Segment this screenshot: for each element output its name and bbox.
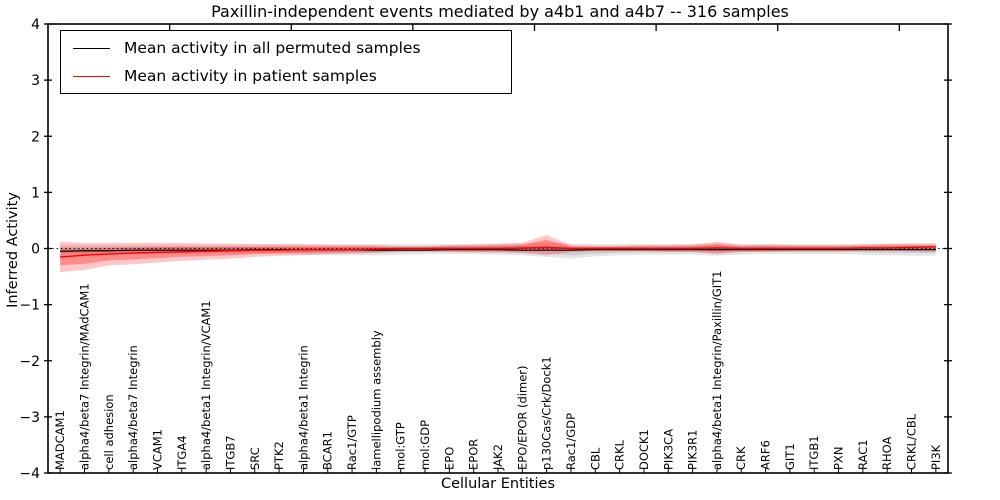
x-tick-label: CRKL bbox=[613, 439, 627, 470]
patient-samples-range-band-outer bbox=[60, 235, 936, 273]
legend-label-patient: Mean activity in patient samples bbox=[124, 67, 377, 85]
y-axis-label: Inferred Activity bbox=[5, 192, 21, 308]
y-tick-label: 1 bbox=[31, 185, 40, 201]
legend-entry-patient: Mean activity in patient samples bbox=[73, 62, 511, 90]
x-tick-label: BCAR1 bbox=[321, 431, 335, 470]
x-tick-label: MADCAM1 bbox=[53, 410, 67, 470]
y-tick-label: −2 bbox=[19, 354, 40, 370]
x-tick-label: EPO/EPOR (dimer) bbox=[515, 366, 529, 471]
x-tick-label: Rac1/GDP bbox=[564, 413, 578, 470]
x-tick-label: mol:GDP bbox=[418, 420, 432, 470]
x-tick-label: alpha4/beta7 Integrin bbox=[126, 345, 140, 470]
x-tick-label: ARF6 bbox=[759, 440, 773, 470]
chart-title: Paxillin-independent events mediated by … bbox=[211, 2, 789, 21]
x-tick-label: DOCK1 bbox=[637, 429, 651, 470]
patient-line-sample-icon bbox=[73, 75, 110, 77]
x-tick-label: JAK2 bbox=[491, 444, 505, 471]
x-tick-label: p130Cas/Crk/Dock1 bbox=[540, 356, 554, 470]
x-tick-label: PTK2 bbox=[272, 441, 286, 470]
patient-mean-line bbox=[60, 246, 936, 258]
x-tick-label: PI3K bbox=[929, 444, 943, 470]
x-tick-label: VCAM1 bbox=[150, 429, 164, 470]
x-tick-label: alpha4/beta1 Integrin/Paxillin/GIT1 bbox=[710, 271, 724, 470]
x-tick-label: lamellipodium assembly bbox=[369, 330, 383, 470]
x-tick-label: GIT1 bbox=[783, 443, 797, 470]
x-tick-label: SRC bbox=[248, 447, 262, 470]
x-axis-label: Cellular Entities bbox=[440, 476, 556, 492]
x-tick-label: EPOR bbox=[467, 439, 481, 470]
y-tick-label: −3 bbox=[19, 410, 40, 426]
x-tick-label: ITGB7 bbox=[223, 435, 237, 470]
x-tick-label: alpha4/beta1 Integrin bbox=[296, 345, 310, 470]
x-tick-label: alpha4/beta1 Integrin/VCAM1 bbox=[199, 300, 213, 470]
x-tick-label: mol:GTP bbox=[394, 422, 408, 470]
y-tick-label: 2 bbox=[31, 129, 40, 145]
x-tick-label: RHOA bbox=[880, 437, 894, 470]
x-tick-label: PIK3R1 bbox=[686, 430, 700, 471]
legend-entry-permuted: Mean activity in all permuted samples bbox=[73, 34, 511, 62]
y-tick-label: −4 bbox=[19, 466, 40, 482]
y-tick-label: 0 bbox=[31, 242, 40, 258]
permuted-line-sample-icon bbox=[73, 47, 110, 49]
legend-label-permuted: Mean activity in all permuted samples bbox=[124, 39, 421, 57]
x-tick-label: Rac1/GTP bbox=[345, 415, 359, 470]
x-tick-label: EPO bbox=[442, 447, 456, 470]
legend-box: Mean activity in all permuted samples Me… bbox=[60, 30, 512, 94]
y-tick-label: 4 bbox=[31, 17, 40, 33]
permuted-samples-range-band-outer bbox=[60, 242, 936, 259]
x-tick-label: PIK3CA bbox=[661, 429, 675, 470]
x-tick-label: ITGB1 bbox=[807, 435, 821, 470]
x-tick-label: PXN bbox=[832, 447, 846, 470]
y-tick-label: −1 bbox=[19, 298, 40, 314]
patient-samples-range-band-inner bbox=[60, 239, 936, 266]
x-tick-label: RAC1 bbox=[856, 439, 870, 470]
x-tick-label: cell adhesion bbox=[102, 394, 116, 470]
x-tick-label: CRKL/CBL bbox=[905, 413, 919, 470]
x-tick-label: ITGA4 bbox=[175, 435, 189, 470]
x-tick-label: alpha4/beta7 Integrin/MAdCAM1 bbox=[77, 283, 91, 470]
permuted-mean-line bbox=[60, 249, 936, 252]
y-tick-label: 3 bbox=[31, 73, 40, 89]
x-tick-label: CBL bbox=[588, 447, 602, 470]
x-tick-label: CRK bbox=[734, 446, 748, 470]
